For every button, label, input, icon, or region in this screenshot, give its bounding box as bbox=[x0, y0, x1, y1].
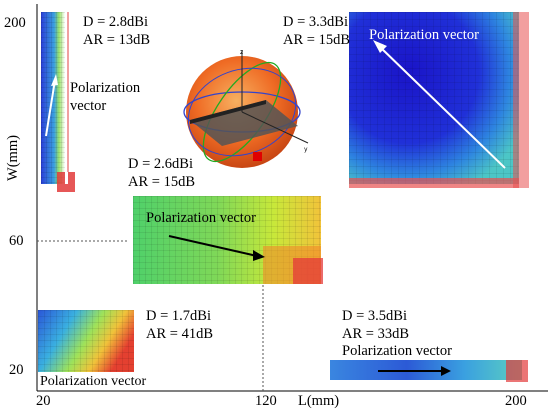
panel-1-pol-1: Polarization bbox=[70, 80, 141, 96]
x-tick-20: 20 bbox=[36, 393, 51, 409]
field-panel-3 bbox=[133, 196, 329, 288]
panel-3-ar: AR = 15dB bbox=[128, 174, 195, 190]
panel-3-gain: D = 2.6dBi bbox=[128, 156, 193, 172]
field-panel-1 bbox=[41, 12, 75, 192]
panel-1-ar: AR = 13dB bbox=[83, 32, 150, 48]
panel-5-ar: AR = 33dB bbox=[342, 326, 409, 342]
panel-4-gain: D = 1.7dBi bbox=[146, 308, 211, 324]
polarization-arrow bbox=[378, 45, 506, 169]
polarization-arrow bbox=[168, 235, 258, 257]
field-panel-2 bbox=[349, 12, 529, 192]
panel-5-pol: Polarization vector bbox=[342, 343, 452, 359]
panel-5-gain: D = 3.5dBi bbox=[342, 308, 407, 324]
y-label: y bbox=[304, 146, 308, 153]
z-label: z bbox=[240, 49, 243, 56]
panel-3-pol: Polarization vector bbox=[146, 210, 256, 226]
antenna-plate bbox=[190, 100, 298, 146]
panel-2-gain: D = 3.3dBi bbox=[283, 14, 348, 30]
y-tick-20: 20 bbox=[9, 362, 24, 378]
field-panel-5 bbox=[330, 358, 530, 382]
panel-2-ar: AR = 15dB bbox=[283, 32, 350, 48]
x-tick-200: 200 bbox=[505, 393, 527, 409]
field-panel-4 bbox=[38, 310, 140, 376]
polarization-arrow bbox=[45, 79, 56, 137]
y-tick-200: 200 bbox=[4, 15, 26, 31]
x-axis-label: L(mm) bbox=[298, 393, 340, 409]
radiation-pattern-3d: z y bbox=[170, 48, 316, 176]
panel-1-gain: D = 2.8dBi bbox=[83, 14, 148, 30]
panel-4-pol: Polarization vector bbox=[40, 374, 147, 389]
x-tick-120: 120 bbox=[255, 393, 277, 409]
panel-1-pol-2: vector bbox=[70, 98, 107, 114]
y-axis-label: W(mm) bbox=[4, 135, 21, 181]
y-tick-60: 60 bbox=[9, 233, 24, 249]
panel-4-ar: AR = 41dB bbox=[146, 326, 213, 342]
panel-2-pol: Polarization vector bbox=[369, 27, 479, 43]
